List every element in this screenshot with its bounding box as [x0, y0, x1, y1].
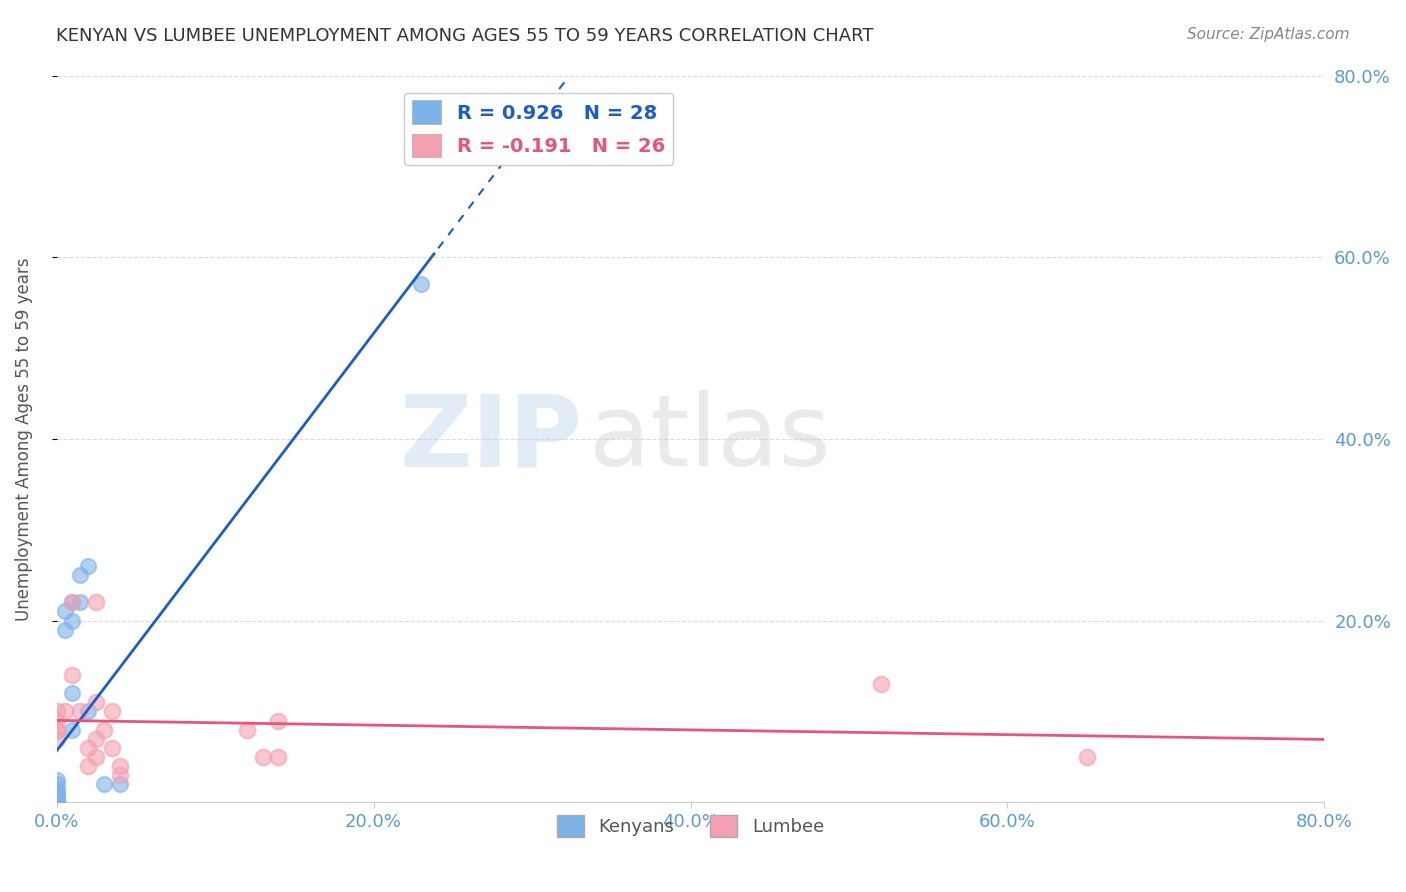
Point — [53, 605, 76, 619]
Point — [45, 786, 67, 800]
Point — [45, 777, 67, 791]
Point — [45, 795, 67, 809]
Point — [62, 614, 84, 628]
Point — [69, 595, 91, 609]
Legend: Kenyans, Lumbee: Kenyans, Lumbee — [550, 807, 831, 844]
Point — [45, 723, 67, 737]
Point — [84, 595, 107, 609]
Point — [45, 795, 67, 809]
Text: KENYAN VS LUMBEE UNEMPLOYMENT AMONG AGES 55 TO 59 YEARS CORRELATION CHART: KENYAN VS LUMBEE UNEMPLOYMENT AMONG AGES… — [56, 27, 873, 45]
Point — [45, 795, 67, 809]
Point — [62, 595, 84, 609]
Point — [45, 786, 67, 800]
Point — [77, 559, 100, 574]
Point — [45, 781, 67, 796]
Point — [69, 568, 91, 582]
Point — [45, 772, 67, 787]
Point — [267, 714, 290, 728]
Point — [45, 731, 67, 746]
Point — [869, 677, 891, 691]
Point — [53, 705, 76, 719]
Text: atlas: atlas — [589, 391, 831, 487]
Point — [62, 595, 84, 609]
Point — [84, 749, 107, 764]
Point — [93, 777, 115, 791]
Point — [62, 668, 84, 682]
Point — [267, 749, 290, 764]
Point — [108, 768, 131, 782]
Point — [108, 777, 131, 791]
Point — [45, 795, 67, 809]
Point — [236, 723, 259, 737]
Text: Source: ZipAtlas.com: Source: ZipAtlas.com — [1187, 27, 1350, 42]
Point — [69, 705, 91, 719]
Point — [62, 686, 84, 700]
Point — [411, 277, 433, 292]
Text: ZIP: ZIP — [399, 391, 582, 487]
Point — [84, 695, 107, 709]
Point — [101, 740, 124, 755]
Y-axis label: Unemployment Among Ages 55 to 59 years: Unemployment Among Ages 55 to 59 years — [15, 257, 32, 621]
Point — [45, 723, 67, 737]
Point — [108, 759, 131, 773]
Point — [101, 705, 124, 719]
Point — [45, 795, 67, 809]
Point — [45, 790, 67, 805]
Point — [77, 759, 100, 773]
Point — [45, 790, 67, 805]
Point — [45, 705, 67, 719]
Point — [45, 795, 67, 809]
Point — [252, 749, 274, 764]
Point — [45, 795, 67, 809]
Point — [62, 723, 84, 737]
Point — [45, 714, 67, 728]
Point — [93, 723, 115, 737]
Point — [53, 623, 76, 637]
Point — [1076, 749, 1098, 764]
Point — [77, 740, 100, 755]
Point — [77, 705, 100, 719]
Point — [84, 731, 107, 746]
Point — [45, 795, 67, 809]
